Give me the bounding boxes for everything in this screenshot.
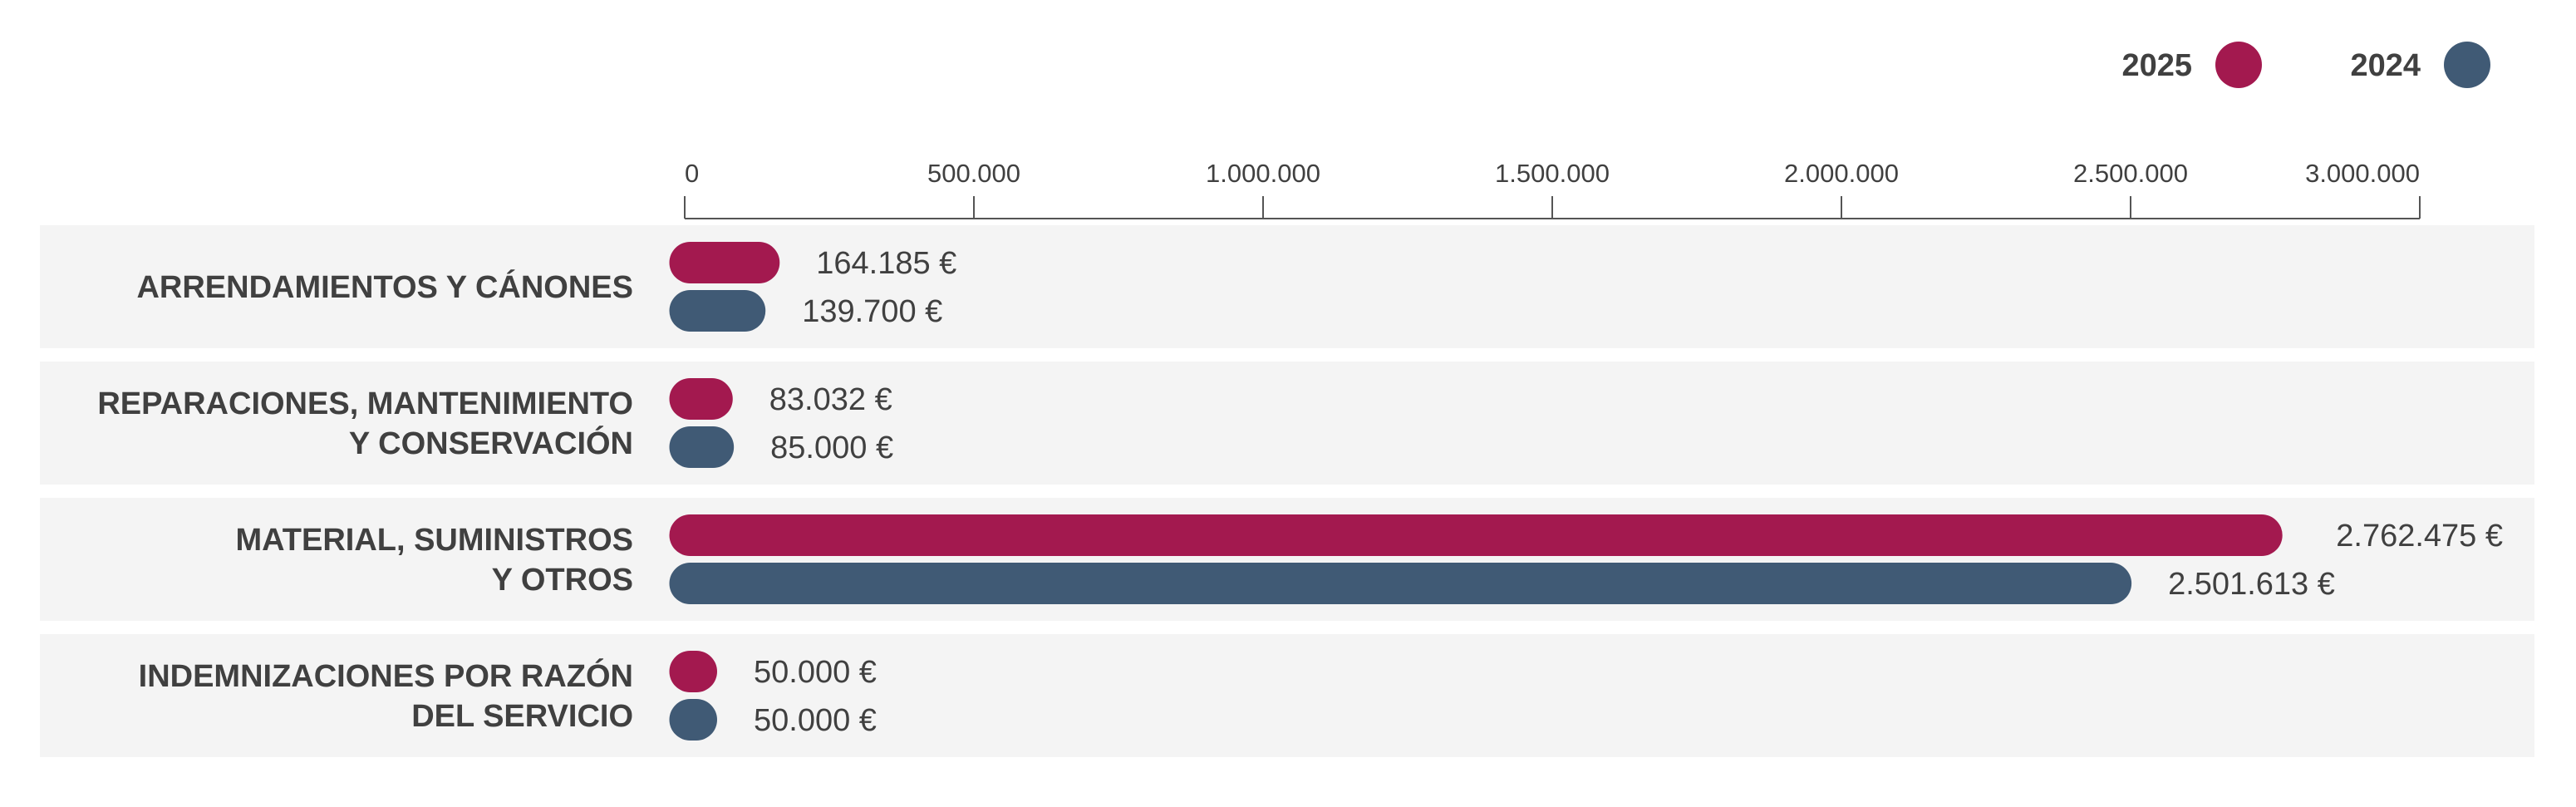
legend-dot-2025 — [2215, 42, 2262, 88]
bar-2024 — [669, 290, 766, 332]
value-label-2024: 85.000 € — [770, 431, 893, 465]
category-label: MATERIAL, SUMINISTROS — [235, 523, 633, 558]
value-label-2024: 139.700 € — [802, 294, 942, 329]
legend-label-2024: 2024 — [2350, 48, 2421, 83]
x-tick-label: 3.000.000 — [2305, 159, 2420, 188]
x-tick-label: 2.000.000 — [1784, 159, 1899, 188]
category-label: INDEMNIZACIONES POR RAZÓN — [139, 657, 633, 694]
value-label-2024: 50.000 € — [754, 703, 877, 738]
value-label-2025: 2.762.475 € — [2336, 519, 2503, 554]
bar-2024 — [669, 563, 2132, 604]
row-background — [40, 362, 2534, 485]
category-row: MATERIAL, SUMINISTROS Y OTROS 2.762.475 €2… — [40, 498, 2534, 621]
category-label: ARRENDAMIENTOS Y CÁNONES — [136, 268, 633, 305]
bar-2024 — [669, 426, 735, 468]
x-tick-label: 1.500.000 — [1495, 159, 1610, 188]
x-tick-label: 2.500.000 — [2073, 159, 2188, 188]
x-tick-label: 1.000.000 — [1206, 159, 1320, 188]
category-rows: ARRENDAMIENTOS Y CÁNONES 164.185 € 139.700… — [40, 225, 2534, 757]
category-label: DEL SERVICIO — [411, 699, 633, 734]
category-row: ARRENDAMIENTOS Y CÁNONES 164.185 € 139.700… — [40, 225, 2534, 348]
legend-label-2025: 2025 — [2121, 48, 2192, 83]
category-row: INDEMNIZACIONES POR RAZÓN DEL SERVICIO 50.… — [40, 634, 2534, 757]
category-label: Y OTROS — [492, 563, 633, 598]
category-label: REPARACIONES, MANTENIMIENTO — [97, 386, 633, 421]
x-tick-label: 500.000 — [927, 159, 1020, 188]
value-label-2025: 164.185 € — [816, 246, 956, 281]
bar-2024 — [669, 699, 717, 741]
category-label: Y CONSERVACIÓN — [349, 425, 633, 461]
bar-2025 — [669, 242, 780, 283]
bar-2025 — [669, 378, 733, 420]
row-background — [40, 225, 2534, 348]
value-label-2025: 50.000 € — [754, 655, 877, 690]
legend: 2025 2024 — [2121, 42, 2490, 88]
bar-2025 — [669, 514, 2283, 556]
row-background — [40, 634, 2534, 757]
value-label-2024: 2.501.613 € — [2168, 567, 2335, 602]
value-label-2025: 83.032 € — [769, 382, 892, 417]
x-axis: 0 500.000 1.000.000 1.500.000 2.000.000 2.500… — [684, 159, 2421, 219]
legend-dot-2024 — [2444, 42, 2490, 88]
category-row: REPARACIONES, MANTENIMIENTO Y CONSERVACIÓ… — [40, 362, 2534, 485]
bar-2025 — [669, 651, 717, 692]
x-tick-label: 0 — [685, 159, 699, 188]
